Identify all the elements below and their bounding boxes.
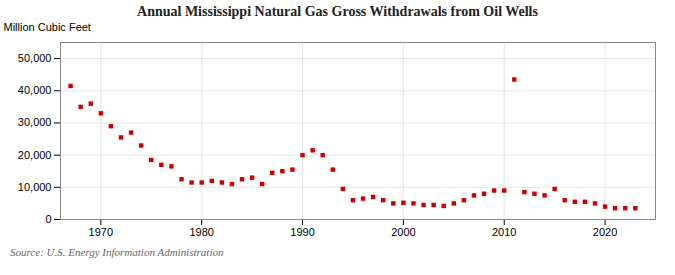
svg-text:1990: 1990 bbox=[290, 226, 314, 238]
svg-text:2010: 2010 bbox=[492, 226, 516, 238]
svg-text:30,000: 30,000 bbox=[18, 116, 52, 128]
svg-text:50,000: 50,000 bbox=[18, 52, 52, 64]
svg-text:2020: 2020 bbox=[593, 226, 617, 238]
svg-text:20,000: 20,000 bbox=[18, 149, 52, 161]
svg-text:1970: 1970 bbox=[89, 226, 113, 238]
html-text:Source: U.S. Energy Informatio: Source: U.S. Energy Information Administ… bbox=[10, 246, 224, 258]
svg-text:2000: 2000 bbox=[391, 226, 415, 238]
svg-text:Million Cubic Feet: Million Cubic Feet bbox=[4, 21, 91, 33]
svg-text:1980: 1980 bbox=[189, 226, 213, 238]
svg-text:10,000: 10,000 bbox=[18, 181, 52, 193]
svg-text:0: 0 bbox=[45, 213, 51, 225]
html-text:Annual Mississippi Natural Gas: Annual Mississippi Natural Gas Gross Wit… bbox=[137, 4, 538, 19]
svg-text:40,000: 40,000 bbox=[18, 84, 52, 96]
